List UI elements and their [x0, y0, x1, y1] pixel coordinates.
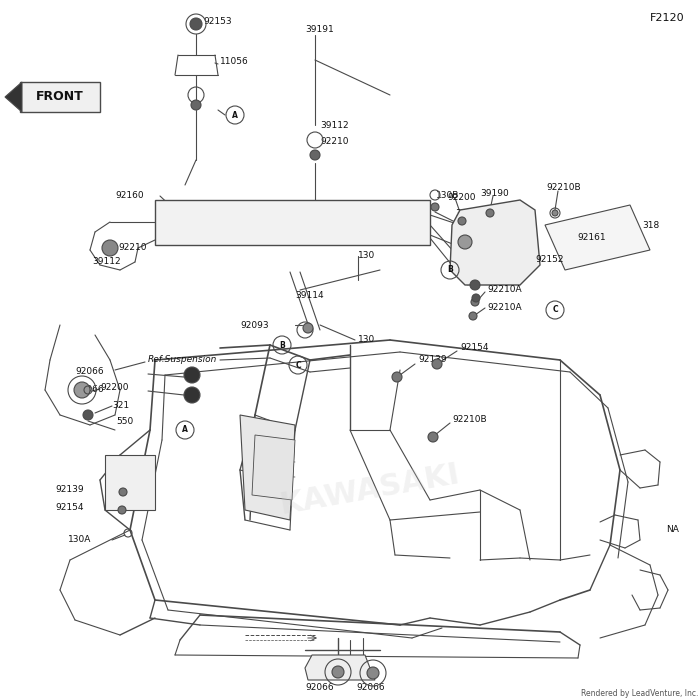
Circle shape [431, 203, 439, 211]
Text: 92066: 92066 [305, 683, 334, 692]
Text: 318: 318 [642, 220, 659, 230]
Text: 92139: 92139 [55, 486, 83, 494]
Circle shape [458, 217, 466, 225]
Text: 92210A: 92210A [487, 286, 522, 295]
Text: 550: 550 [116, 417, 133, 426]
Circle shape [367, 667, 379, 679]
Circle shape [432, 359, 442, 369]
Text: 39191: 39191 [305, 25, 334, 34]
Text: 321: 321 [112, 400, 129, 410]
Text: 92210: 92210 [320, 137, 349, 146]
Circle shape [552, 210, 558, 216]
Circle shape [458, 235, 472, 249]
Text: 130: 130 [358, 335, 375, 344]
Text: 92066: 92066 [75, 386, 104, 395]
Text: A: A [232, 111, 238, 120]
Text: KAWASAKI: KAWASAKI [278, 460, 462, 520]
Text: 550: 550 [458, 223, 475, 232]
Text: 92066: 92066 [356, 683, 384, 692]
Text: 39190: 39190 [480, 188, 509, 197]
Text: 39114: 39114 [295, 290, 323, 300]
Text: 92152: 92152 [535, 256, 564, 265]
Text: Rendered by LeadVenture, Inc.: Rendered by LeadVenture, Inc. [580, 690, 698, 699]
Text: F2120: F2120 [650, 13, 685, 23]
Circle shape [184, 387, 200, 403]
Circle shape [119, 488, 127, 496]
Circle shape [469, 312, 477, 320]
Circle shape [83, 410, 93, 420]
Circle shape [472, 294, 480, 302]
Text: 92210B: 92210B [452, 416, 486, 424]
Text: 92066: 92066 [75, 368, 104, 377]
Circle shape [392, 372, 402, 382]
Text: 92200: 92200 [447, 193, 475, 202]
Circle shape [184, 367, 200, 383]
Text: C: C [295, 360, 301, 370]
Polygon shape [252, 435, 295, 500]
Circle shape [310, 150, 320, 160]
Circle shape [486, 209, 494, 217]
Text: 92153: 92153 [203, 18, 232, 27]
Text: A: A [182, 426, 188, 435]
Text: 92093: 92093 [240, 321, 269, 330]
Polygon shape [545, 205, 650, 270]
Text: FRONT: FRONT [36, 90, 84, 104]
Text: 92154: 92154 [460, 344, 489, 353]
Text: 39112: 39112 [320, 120, 349, 130]
Bar [105, 455, 155, 510]
Text: 92154: 92154 [55, 503, 83, 512]
Text: 92161: 92161 [577, 234, 606, 242]
Text: 92139: 92139 [418, 356, 447, 365]
Text: 92210A: 92210A [487, 304, 522, 312]
Circle shape [428, 432, 438, 442]
Circle shape [470, 280, 480, 290]
Circle shape [190, 18, 202, 30]
Text: 92160: 92160 [115, 190, 144, 199]
Circle shape [74, 382, 90, 398]
Circle shape [191, 100, 201, 110]
Text: 39112: 39112 [92, 258, 120, 267]
Circle shape [332, 666, 344, 678]
Polygon shape [155, 200, 430, 245]
Polygon shape [5, 82, 22, 112]
Text: 321: 321 [455, 209, 472, 218]
Circle shape [118, 506, 126, 514]
Text: 92210: 92210 [118, 244, 146, 253]
Circle shape [303, 323, 313, 333]
Text: 130B: 130B [436, 190, 459, 199]
Text: C: C [552, 305, 558, 314]
Text: NA: NA [666, 526, 679, 535]
Text: B: B [447, 265, 453, 274]
Circle shape [102, 240, 118, 256]
Polygon shape [20, 82, 100, 112]
Text: 130: 130 [358, 251, 375, 260]
Polygon shape [450, 200, 540, 285]
Circle shape [471, 298, 479, 306]
Text: 92210B: 92210B [546, 183, 580, 192]
Text: 130A: 130A [68, 536, 92, 545]
Polygon shape [305, 655, 375, 680]
Polygon shape [240, 415, 295, 520]
Text: 11056: 11056 [220, 57, 248, 66]
Text: Ref.Suspension: Ref.Suspension [148, 356, 218, 365]
Text: B: B [279, 340, 285, 349]
Text: 92200: 92200 [100, 382, 129, 391]
